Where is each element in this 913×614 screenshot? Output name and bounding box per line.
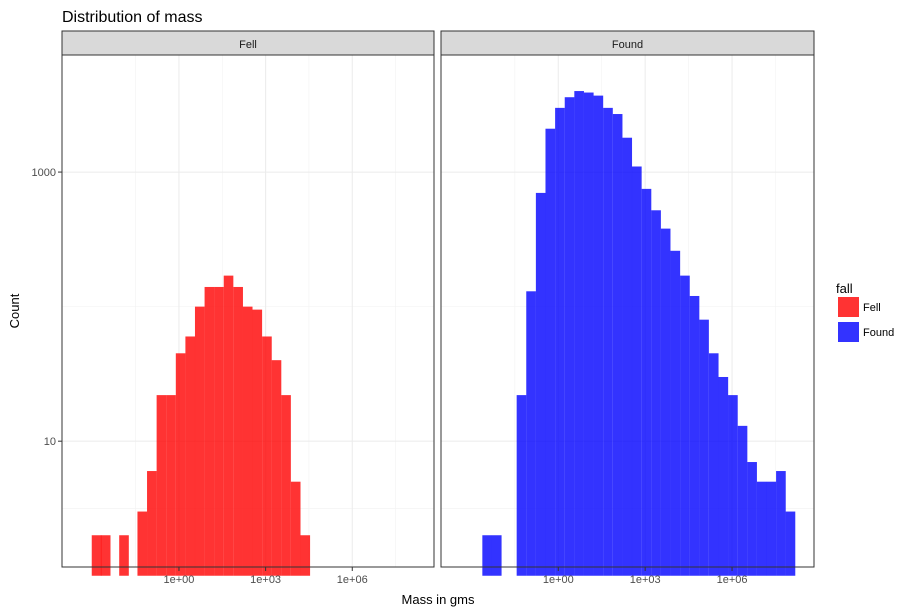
histogram-bar <box>660 228 671 576</box>
histogram-bar <box>242 306 253 576</box>
histogram-bar <box>194 306 205 576</box>
histogram-bar <box>737 425 748 576</box>
x-tick-label: 1e+06 <box>337 574 368 586</box>
histogram-bar <box>708 353 719 576</box>
histogram-bar <box>147 471 157 576</box>
legend-label-found: Found <box>863 327 894 339</box>
facet-strip-label: Fell <box>239 39 257 51</box>
histogram-bar <box>747 462 757 576</box>
histogram-bar <box>300 535 311 576</box>
histogram-bar <box>728 395 738 576</box>
facet-strip <box>440 30 815 56</box>
histogram-bar <box>593 95 604 576</box>
legend-key-found <box>838 322 859 342</box>
legend: fall Fell Found <box>836 281 894 342</box>
histogram-bar <box>516 395 527 576</box>
facet-strip <box>61 30 435 56</box>
facet-strip-label: Found <box>612 39 643 51</box>
histogram-bar <box>233 286 243 576</box>
histogram-bar <box>223 275 234 576</box>
histogram-bar <box>612 114 623 576</box>
histogram-bar <box>651 210 661 576</box>
x-tick-label: 1e+00 <box>164 574 195 586</box>
histogram-bar <box>670 250 681 576</box>
histogram-bar <box>574 91 584 576</box>
histogram-bar <box>680 275 690 576</box>
histogram-bar <box>137 511 148 576</box>
histogram-bar <box>526 291 536 576</box>
histogram-bar <box>290 481 301 576</box>
histogram-bar <box>555 107 565 576</box>
histogram-bar <box>535 192 546 576</box>
panels-group: Fell 1e+00 1e+03 1e+06 Found 1e+00 1e+03 1e+06 1… <box>32 30 815 586</box>
histogram-bar <box>119 535 129 576</box>
histogram-bar <box>641 188 652 576</box>
chart-title: Distribution of mass <box>62 9 203 26</box>
histogram-bar <box>622 137 633 576</box>
histogram-bar <box>785 511 796 576</box>
histogram-bar <box>491 535 502 576</box>
histogram-bar <box>564 97 575 576</box>
histogram-bar <box>281 395 291 576</box>
histogram-bar <box>583 92 594 576</box>
y-axis-title: Count <box>7 293 22 328</box>
x-tick-label: 1e+03 <box>630 574 661 586</box>
histogram-bar <box>262 336 272 576</box>
histogram-bar <box>718 376 729 576</box>
x-tick-label: 1e+03 <box>250 574 281 586</box>
y-tick-label: 10 <box>44 436 56 448</box>
histogram-bar <box>91 535 102 576</box>
histogram-bar <box>689 295 700 576</box>
x-tick-label: 1e+06 <box>717 574 748 586</box>
x-axis-title: Mass in gms <box>402 592 475 607</box>
histogram-bar <box>185 336 196 576</box>
histogram-bar <box>699 319 709 576</box>
legend-key-fell <box>838 297 859 317</box>
histogram-bar <box>100 535 111 576</box>
histogram-bar <box>156 395 167 576</box>
histogram-bar <box>766 481 777 576</box>
histogram-bar <box>756 481 767 576</box>
x-tick-label: 1e+00 <box>543 574 574 586</box>
histogram-bar <box>776 471 786 576</box>
histogram-bar <box>545 128 556 576</box>
histogram-bar <box>214 286 224 576</box>
panel-found: Found 1e+00 1e+03 1e+06 <box>440 30 815 586</box>
histogram-bar <box>631 166 642 576</box>
histogram-bar <box>603 107 613 576</box>
histogram-bar <box>252 309 263 576</box>
histogram-bar <box>166 395 176 576</box>
histogram-bar <box>482 535 492 576</box>
histogram-bar <box>175 353 186 576</box>
y-tick-label: 1000 <box>32 167 56 179</box>
panel-fell: Fell 1e+00 1e+03 1e+06 <box>61 30 435 586</box>
legend-label-fell: Fell <box>863 302 881 314</box>
histogram-bar <box>271 360 282 576</box>
histogram-bar <box>204 286 215 576</box>
legend-title: fall <box>836 281 853 296</box>
